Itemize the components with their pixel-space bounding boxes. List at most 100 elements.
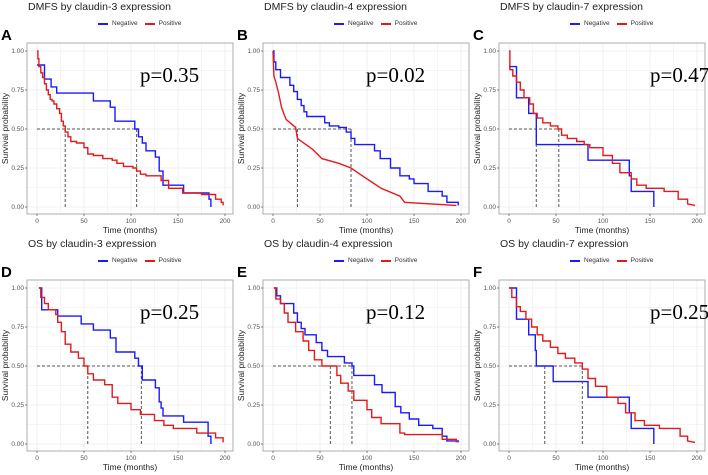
x-tick-label: 200 [692, 218, 703, 225]
legend-label-negative: Negative [584, 20, 610, 27]
y-tick-label: 1.00 [483, 285, 496, 292]
x-axis-label: Time (months) [339, 462, 394, 472]
panel-letter: F [473, 264, 483, 281]
y-tick-label: 0.50 [483, 363, 496, 370]
y-tick-label: 0.50 [247, 363, 260, 370]
x-tick-label: 100 [598, 218, 609, 225]
panel-a: DMFS by claudin-3 expression A Negative Pos… [0, 0, 236, 237]
x-tick-label: 150 [173, 218, 184, 225]
x-tick-label: 50 [80, 455, 88, 462]
legend: Negative Positive [334, 257, 420, 264]
y-tick-label: 0.50 [483, 126, 496, 133]
legend: Negative Positive [98, 257, 184, 264]
y-tick-label: 0.75 [11, 324, 24, 331]
km-plot: 0 50 100 150 200 0.00 0.25 0.50 0.75 1.00 Time (mo… [0, 279, 234, 472]
y-tick-label: 0.50 [247, 126, 260, 133]
x-tick-label: 100 [362, 455, 373, 462]
legend-swatch-positive [380, 22, 391, 25]
x-tick-label: 0 [35, 218, 39, 225]
x-axis-label: Time (months) [575, 462, 630, 472]
legend-item-negative: Negative [334, 257, 374, 264]
y-tick-label: 0.25 [483, 165, 496, 172]
p-value-annotation: p=0.02 [366, 63, 425, 87]
x-tick-label: 200 [220, 455, 231, 462]
legend-label-positive: Positive [394, 257, 418, 264]
km-curve-positive [37, 50, 224, 206]
legend-item-negative: Negative [98, 257, 138, 264]
km-curve-negative [38, 287, 212, 444]
x-tick-label: 100 [598, 455, 609, 462]
y-tick-label: 0.25 [11, 402, 24, 409]
y-tick-label: 1.00 [483, 48, 496, 55]
legend: Negative Positive [570, 20, 656, 27]
km-curve-positive [272, 50, 457, 207]
chart-title: DMFS by claudin-7 expression [500, 1, 643, 13]
y-tick-label: 0.25 [11, 165, 24, 172]
y-tick-label: 0.25 [483, 402, 496, 409]
x-tick-label: 50 [552, 218, 560, 225]
x-tick-label: 100 [126, 218, 137, 225]
legend-label-positive: Positive [394, 20, 418, 27]
panel-letter: C [473, 27, 484, 44]
p-value-annotation: p=0.25 [650, 300, 708, 324]
x-axis-label: Time (months) [103, 462, 158, 472]
legend-swatch-positive [144, 259, 155, 262]
km-plot: 0 50 100 150 200 0.00 0.25 0.50 0.75 1.00 Time (mo… [472, 279, 708, 472]
x-axis-label: Time (months) [103, 225, 158, 235]
x-tick-label: 200 [220, 218, 231, 225]
panel-b: DMFS by claudin-4 expression B Negative Pos… [236, 0, 472, 237]
x-tick-label: 50 [316, 455, 324, 462]
km-curve-negative [37, 64, 212, 207]
legend-item-positive: Positive [144, 20, 181, 27]
legend-label-negative: Negative [348, 20, 374, 27]
x-tick-label: 150 [173, 455, 184, 462]
y-tick-label: 0.75 [247, 87, 260, 94]
plot-border [262, 279, 470, 452]
x-tick-label: 200 [456, 455, 467, 462]
y-tick-label: 1.00 [11, 285, 24, 292]
y-tick-label: 0.75 [247, 324, 260, 331]
y-tick-label: 0.00 [483, 204, 496, 211]
x-tick-label: 0 [507, 455, 511, 462]
y-tick-label: 1.00 [247, 48, 260, 55]
km-curve-negative [509, 65, 655, 207]
x-axis-label: Time (months) [339, 225, 394, 235]
legend-swatch-negative [334, 22, 344, 25]
y-axis-label: Survival probability [472, 92, 482, 164]
legend-item-positive: Positive [144, 257, 182, 264]
x-tick-label: 150 [645, 455, 656, 462]
p-value-annotation: p=0.35 [140, 63, 199, 87]
legend-label-positive: Positive [630, 20, 654, 27]
legend-swatch-positive [380, 259, 391, 262]
legend-swatch-positive [616, 259, 627, 262]
legend-label-negative: Negative [112, 20, 138, 27]
y-tick-label: 1.00 [11, 48, 24, 55]
x-tick-label: 50 [80, 218, 88, 225]
p-value-annotation: p=0.25 [140, 300, 199, 324]
y-tick-label: 0.25 [247, 402, 260, 409]
y-tick-label: 0.00 [11, 441, 24, 448]
y-tick-label: 0.00 [247, 204, 260, 211]
y-tick-label: 0.50 [11, 126, 24, 133]
x-tick-label: 150 [409, 455, 420, 462]
legend-item-negative: Negative [98, 20, 138, 27]
km-plot: 0 50 100 150 200 0.00 0.25 0.50 0.75 1.00 Time (mo… [236, 42, 470, 235]
chart-title: DMFS by claudin-4 expression [264, 1, 407, 13]
y-tick-label: 0.75 [11, 87, 24, 94]
plot-border [262, 42, 470, 215]
panel-f: OS by claudin-7 expression F Negative Posit… [472, 237, 708, 474]
panel-letter: D [1, 264, 12, 281]
panel-letter: A [1, 27, 12, 44]
y-axis-label: Survival probability [0, 329, 10, 401]
legend: Negative Positive [570, 257, 656, 264]
km-curve-negative [273, 50, 459, 206]
y-axis-label: Survival probability [236, 329, 246, 401]
legend-swatch-negative [98, 22, 108, 25]
legend-item-positive: Positive [616, 257, 654, 264]
legend-label-positive: Positive [630, 257, 654, 264]
panel-d: OS by claudin-3 expression D Negative Posit… [0, 237, 236, 474]
x-tick-label: 0 [271, 218, 275, 225]
legend-item-negative: Negative [570, 257, 610, 264]
legend-swatch-positive [616, 22, 627, 25]
legend-label-positive: Positive [158, 257, 182, 264]
